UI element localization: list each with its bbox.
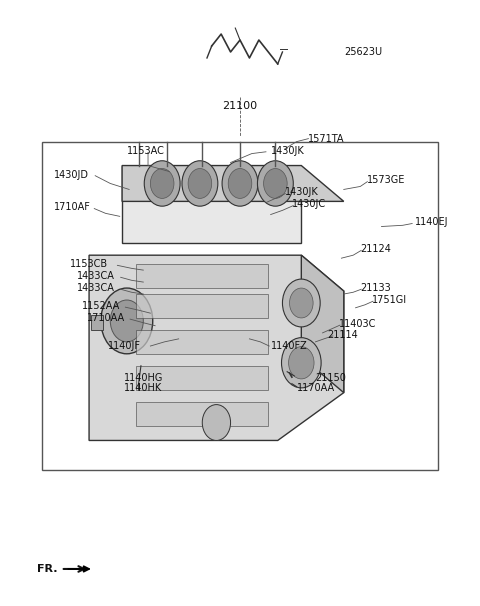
Text: 1140HK: 1140HK — [124, 384, 163, 393]
FancyBboxPatch shape — [136, 366, 268, 390]
Polygon shape — [89, 255, 344, 441]
Text: 1751GI: 1751GI — [372, 295, 407, 305]
Circle shape — [264, 168, 287, 198]
Circle shape — [289, 288, 313, 318]
FancyBboxPatch shape — [136, 264, 268, 288]
Circle shape — [144, 161, 180, 206]
Polygon shape — [301, 255, 344, 393]
Text: 1152AA: 1152AA — [82, 301, 120, 311]
Circle shape — [101, 288, 153, 354]
Text: 1140JF: 1140JF — [108, 341, 141, 351]
Text: 1710AF: 1710AF — [54, 202, 91, 212]
Circle shape — [222, 161, 258, 206]
FancyBboxPatch shape — [122, 165, 301, 243]
Circle shape — [288, 347, 314, 379]
Text: 1430JK: 1430JK — [271, 145, 304, 156]
Circle shape — [182, 161, 218, 206]
Bar — [91, 315, 103, 330]
Polygon shape — [122, 165, 344, 201]
Text: 21150: 21150 — [315, 373, 347, 383]
Circle shape — [188, 168, 212, 198]
Text: 1433CA: 1433CA — [77, 283, 115, 293]
Text: 21124: 21124 — [360, 244, 391, 254]
Text: 1430JD: 1430JD — [54, 170, 89, 179]
Text: 1430JK: 1430JK — [285, 187, 319, 198]
Circle shape — [282, 279, 320, 327]
Circle shape — [110, 300, 144, 342]
Text: 1140EJ: 1140EJ — [415, 218, 448, 227]
Text: 1573GE: 1573GE — [367, 176, 406, 185]
Text: FR.: FR. — [37, 564, 58, 574]
Text: 1153CB: 1153CB — [70, 259, 108, 269]
Circle shape — [150, 168, 174, 198]
Text: 21100: 21100 — [222, 101, 258, 111]
FancyBboxPatch shape — [136, 294, 268, 318]
Circle shape — [281, 338, 321, 388]
Text: 1153AC: 1153AC — [127, 145, 165, 156]
Text: 1571TA: 1571TA — [308, 134, 345, 144]
Circle shape — [202, 405, 230, 441]
Text: 11403C: 11403C — [339, 319, 376, 329]
Text: 1433CA: 1433CA — [77, 271, 115, 281]
Text: 1140HG: 1140HG — [124, 373, 164, 383]
FancyBboxPatch shape — [136, 330, 268, 354]
Text: 1710AA: 1710AA — [87, 313, 125, 323]
Text: 21133: 21133 — [360, 283, 391, 293]
Text: 1140FZ: 1140FZ — [271, 341, 307, 351]
Circle shape — [228, 168, 252, 198]
Text: 1430JC: 1430JC — [292, 199, 326, 210]
Text: 1170AA: 1170AA — [297, 383, 335, 393]
FancyBboxPatch shape — [136, 402, 268, 425]
Text: 21114: 21114 — [327, 330, 358, 340]
Circle shape — [257, 161, 293, 206]
Bar — [42, 142, 438, 470]
Text: 25623U: 25623U — [344, 47, 382, 57]
